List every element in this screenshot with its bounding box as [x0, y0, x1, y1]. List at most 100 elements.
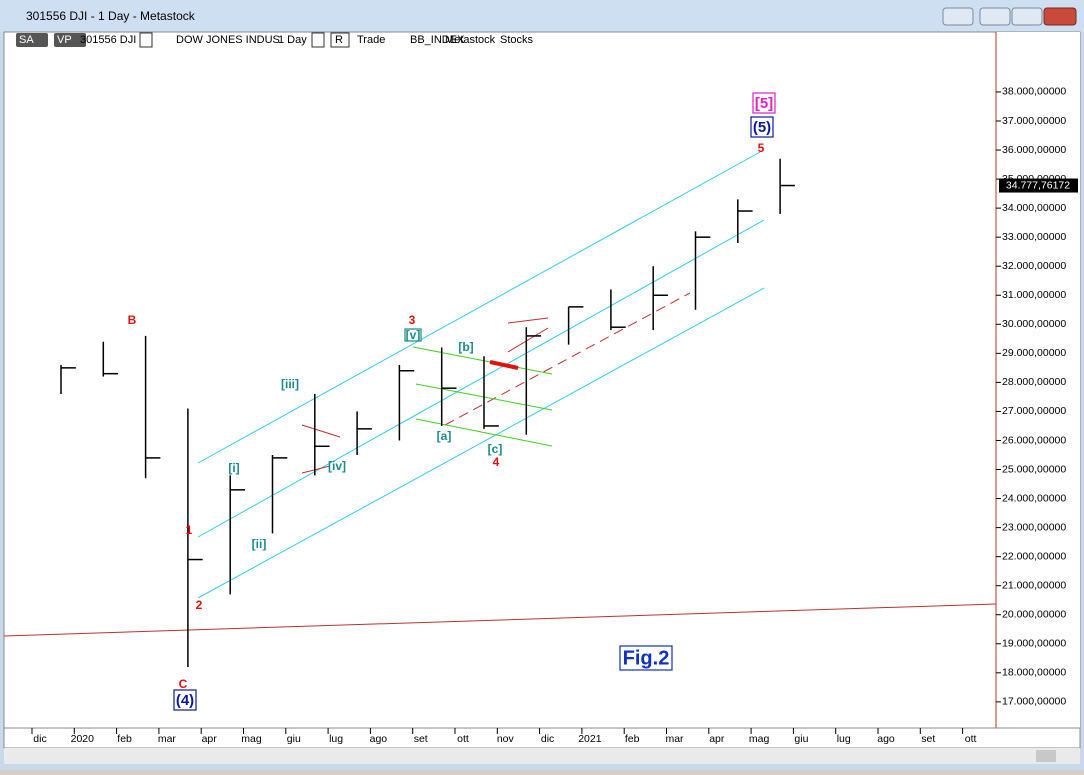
wave-label: [c]: [488, 442, 503, 456]
toolbar-item[interactable]: SA: [19, 34, 34, 46]
channel-line: [197, 151, 761, 464]
x-tick-label: lug: [329, 733, 343, 745]
x-tick-label: feb: [625, 733, 640, 745]
x-tick-label: ago: [370, 733, 388, 745]
break-marker: [489, 360, 519, 370]
annotation-box: [752, 92, 776, 114]
y-tick-label: 26.000,00000: [1002, 434, 1066, 446]
scroll-thumb[interactable]: [1036, 750, 1056, 762]
y-tick-label: 31.000,00000: [1002, 289, 1066, 301]
y-tick-label: 34.000,00000: [1002, 202, 1066, 214]
wave-label: 3: [409, 313, 416, 327]
toolbar-item[interactable]: Stocks: [500, 34, 534, 46]
y-tick-label: 22.000,00000: [1002, 550, 1066, 562]
toolbar-item[interactable]: 301556 DJI: [80, 34, 136, 46]
triangle-line: [301, 465, 331, 474]
wave-label: [5]: [755, 95, 773, 112]
toolbar-button[interactable]: [54, 33, 86, 47]
wave-label: [iii]: [281, 377, 299, 391]
x-tick-label: lug: [837, 733, 851, 745]
toolbar-item[interactable]: Trade: [357, 34, 385, 46]
y-tick-label: 24.000,00000: [1002, 492, 1066, 504]
wave-label: B: [128, 313, 137, 327]
toolbar-item[interactable]: R: [335, 34, 343, 46]
channel-line: [197, 287, 765, 599]
annotation-box: [404, 328, 422, 342]
x-tick-label: dic: [541, 733, 554, 745]
y-axis-panel: [996, 32, 1080, 728]
y-tick-label: 32.000,00000: [1002, 260, 1066, 272]
toolbar-item[interactable]: VP: [57, 34, 72, 46]
scrollbar[interactable]: [4, 748, 1080, 764]
y-tick-label: 19.000,00000: [1002, 638, 1066, 650]
x-tick-label: apr: [202, 733, 218, 745]
x-tick-label: nov: [497, 733, 515, 745]
y-tick-label: 38.000,00000: [1002, 86, 1066, 98]
channel-line: [412, 346, 553, 375]
x-tick-label: set: [921, 733, 935, 745]
x-tick-label: giu: [287, 733, 301, 745]
x-tick-label: feb: [117, 733, 132, 745]
toolbar-item[interactable]: Metastock: [445, 34, 496, 46]
y-tick-label: 37.000,00000: [1002, 115, 1066, 127]
y-tick-label: 20.000,00000: [1002, 609, 1066, 621]
dropdown[interactable]: [311, 32, 325, 48]
wave-label: [i]: [228, 461, 239, 475]
restore-button[interactable]: [942, 7, 974, 26]
toolbar-button[interactable]: [16, 33, 48, 47]
toolbar-item[interactable]: BB_INDEX: [410, 34, 465, 46]
wave-label: C: [179, 677, 188, 691]
last-price-label: 34.777,76172: [1006, 179, 1070, 191]
x-tick-label: dic: [33, 733, 46, 745]
y-tick-label: 36.000,00000: [1002, 144, 1066, 156]
x-tick-label: set: [414, 733, 428, 745]
wave-label: [a]: [437, 429, 452, 443]
wave-label: (4): [176, 692, 194, 709]
wave-label: 4: [493, 455, 500, 469]
minimize-button[interactable]: [979, 7, 1011, 26]
trend-line: [3, 603, 997, 637]
x-tick-label: ago: [877, 733, 895, 745]
dropdown[interactable]: [139, 32, 153, 48]
y-tick-label: 28.000,00000: [1002, 376, 1066, 388]
channel-line: [197, 219, 765, 538]
triangle-line: [507, 317, 549, 324]
title-bar: [0, 0, 1084, 32]
wave-label: [b]: [458, 340, 473, 354]
x-tick-label: ott: [965, 733, 977, 745]
x-tick-label: ott: [457, 733, 469, 745]
toolbar-item[interactable]: DOW JONES INDUS: [176, 34, 280, 46]
x-tick-label: mag: [241, 733, 262, 745]
trend-line: [444, 292, 691, 426]
wave-label: 1: [186, 523, 193, 537]
triangle-line: [301, 424, 341, 438]
x-tick-label: apr: [709, 733, 725, 745]
chart-panel: [3, 31, 1081, 749]
x-tick-label: mar: [665, 733, 684, 745]
y-tick-label: 29.000,00000: [1002, 347, 1066, 359]
y-tick-label: 23.000,00000: [1002, 521, 1066, 533]
x-tick-label: mag: [749, 733, 770, 745]
y-tick-label: 17.000,00000: [1002, 696, 1066, 708]
wave-label: 2: [196, 598, 203, 612]
toolbar-item[interactable]: 1 Day: [278, 34, 307, 46]
maximize-button[interactable]: [1011, 7, 1043, 26]
wave-label: Fig.2: [623, 647, 670, 669]
y-tick-label: 30.000,00000: [1002, 318, 1066, 330]
annotation-box: [173, 689, 197, 711]
y-tick-label: 21.000,00000: [1002, 579, 1066, 591]
wave-label: [v]: [406, 328, 421, 342]
x-tick-label: mar: [158, 733, 177, 745]
window-title: 301556 DJI - 1 Day - Metastock: [26, 9, 196, 23]
y-tick-label: 18.000,00000: [1002, 667, 1066, 679]
wave-label: [ii]: [252, 537, 267, 551]
toolbar-button[interactable]: [330, 32, 350, 48]
x-tick-label: 2021: [578, 733, 602, 745]
wave-label: (5): [753, 119, 771, 136]
close-button[interactable]: [1043, 7, 1077, 26]
wave-label: [iv]: [328, 459, 346, 473]
annotation-box: [619, 645, 673, 671]
wave-label: 5: [758, 141, 765, 155]
